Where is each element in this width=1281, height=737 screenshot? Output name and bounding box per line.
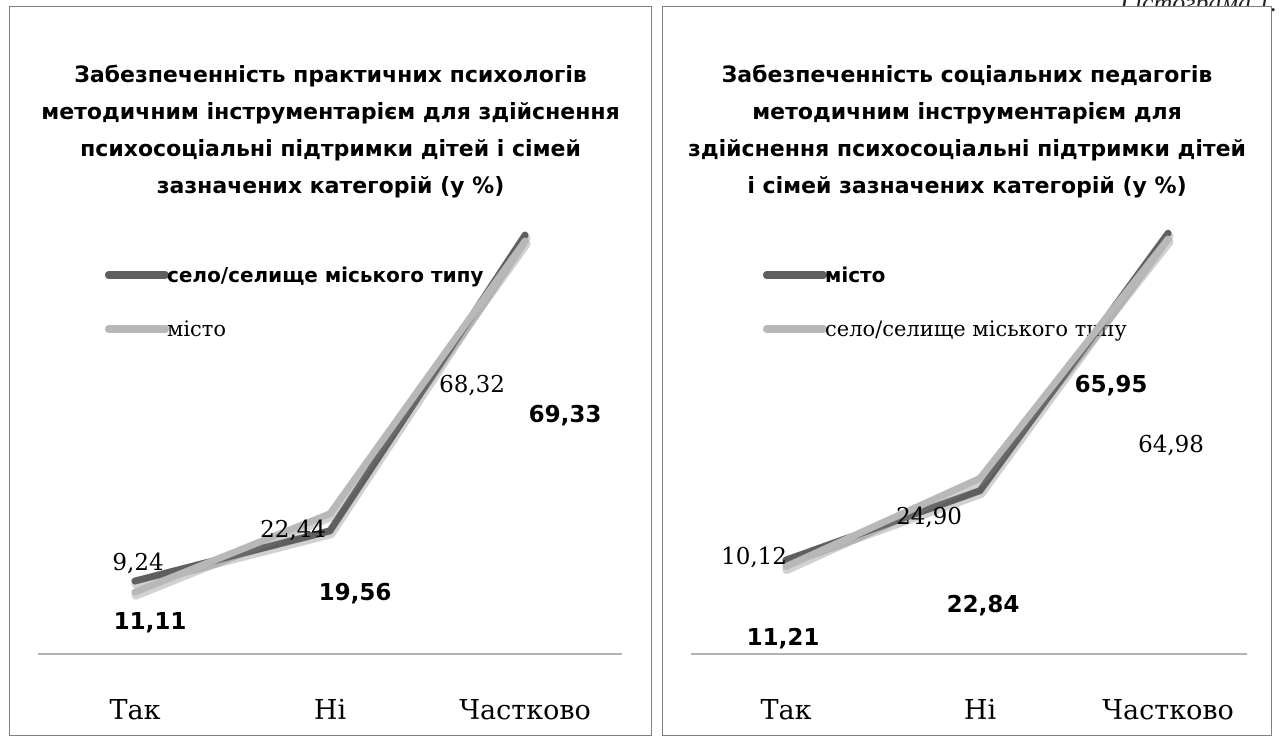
data-point — [524, 234, 526, 237]
series-line-shadow — [131, 239, 531, 600]
data-point — [1167, 232, 1169, 235]
x-tick-label: Частково — [459, 695, 591, 726]
data-point — [979, 489, 981, 492]
x-tick-label: Так — [761, 695, 812, 726]
data-point — [134, 591, 136, 594]
chart-panel-right: Забезпеченність соціальних педагогів мет… — [662, 6, 1272, 736]
chart-panel-left: Забезпеченність практичних психологів ме… — [9, 6, 652, 736]
chart-title: Забезпеченність практичних психологів ме… — [41, 63, 620, 199]
data-label: 9,24 — [112, 550, 163, 576]
x-tick-label: Так — [110, 695, 161, 726]
chart-title: Забезпеченність соціальних педагогів мет… — [688, 63, 1246, 199]
data-label: 11,11 — [114, 609, 187, 635]
series-line-shadow — [782, 237, 1174, 575]
data-point — [329, 512, 331, 515]
chart-plot-left: Так Ні Частково 11,11 19,56 69,33 9,24 22,44 68,… — [38, 231, 622, 726]
data-point — [1167, 238, 1169, 241]
series-line — [131, 237, 529, 596]
x-tick-label: Частково — [1102, 695, 1234, 726]
data-label: 64,98 — [1138, 432, 1204, 458]
legend-label-series-1: місто — [825, 263, 886, 287]
chart-plot-right: Так Ні Частково 11,21 22,84 65,95 10,12 24,90 64… — [691, 229, 1247, 726]
data-label: 65,95 — [1075, 372, 1148, 398]
data-point — [524, 240, 526, 243]
x-tick-label: Ні — [314, 695, 347, 726]
data-point — [134, 580, 136, 583]
data-label: 69,33 — [529, 402, 602, 428]
x-tick-label: Ні — [964, 695, 997, 726]
legend-swatch-series-2 — [763, 325, 827, 333]
data-label: 19,56 — [319, 580, 392, 606]
data-label: 11,21 — [747, 625, 820, 651]
series-line-shadow — [782, 231, 1174, 568]
series-line — [131, 231, 529, 585]
legend-swatch-series-1 — [763, 271, 827, 279]
data-label: 22,84 — [947, 592, 1020, 618]
legend-label-series-1: село/селище міського типу — [167, 263, 484, 287]
data-point — [329, 529, 331, 532]
legend-label-series-2: місто — [167, 317, 227, 341]
data-label: 10,12 — [721, 544, 787, 570]
data-label: 22,44 — [260, 517, 326, 543]
data-point — [979, 477, 981, 480]
legend-swatch-series-1 — [105, 271, 169, 279]
legend-label-series-2: село/селище міського типу — [825, 317, 1127, 341]
data-label: 24,90 — [896, 504, 962, 530]
data-point — [785, 565, 787, 568]
data-label: 68,32 — [439, 372, 505, 398]
data-point — [785, 559, 787, 562]
series-line — [782, 235, 1172, 571]
legend-swatch-series-2 — [105, 325, 169, 333]
